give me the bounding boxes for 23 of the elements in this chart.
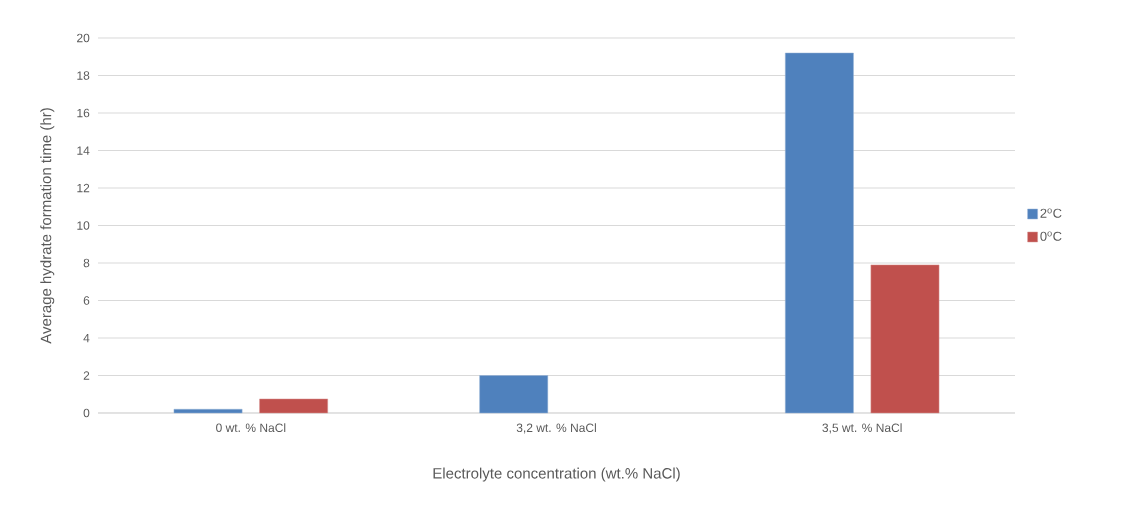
x-tick-label: 3,2 wt. % NaCl — [516, 423, 596, 434]
y-tick-label: 4 — [83, 333, 90, 343]
y-tick-label: 20 — [77, 33, 90, 43]
bar — [870, 264, 940, 414]
y-tick-label: 0 — [83, 408, 90, 418]
y-tick-label: 16 — [77, 108, 90, 118]
x-tick-label: 0 wt. % NaCl — [216, 423, 286, 433]
y-tick-label: 2 — [83, 371, 90, 380]
legend-label: 0$^{o}$C — [1040, 231, 1062, 241]
y-tick-label: 14 — [77, 146, 90, 155]
x-tick-label: 3,5 wt. % NaCl — [822, 423, 902, 434]
bar — [259, 398, 328, 414]
y-axis-title: Average hydrate formation time (hr) — [40, 108, 55, 344]
x-axis-title: Electrolyte concentration (wt.% NaCl) — [433, 467, 680, 482]
bar — [479, 375, 549, 414]
legend-label: 2$^{o}$C — [1040, 208, 1062, 218]
bar — [785, 52, 854, 414]
y-tick-label: 12 — [77, 183, 90, 193]
y-tick-label: 18 — [77, 71, 90, 80]
y-tick-label: 8 — [83, 258, 90, 268]
y-tick-label: 6 — [83, 296, 90, 305]
y-tick-label: 10 — [77, 221, 90, 230]
bar — [173, 409, 243, 414]
